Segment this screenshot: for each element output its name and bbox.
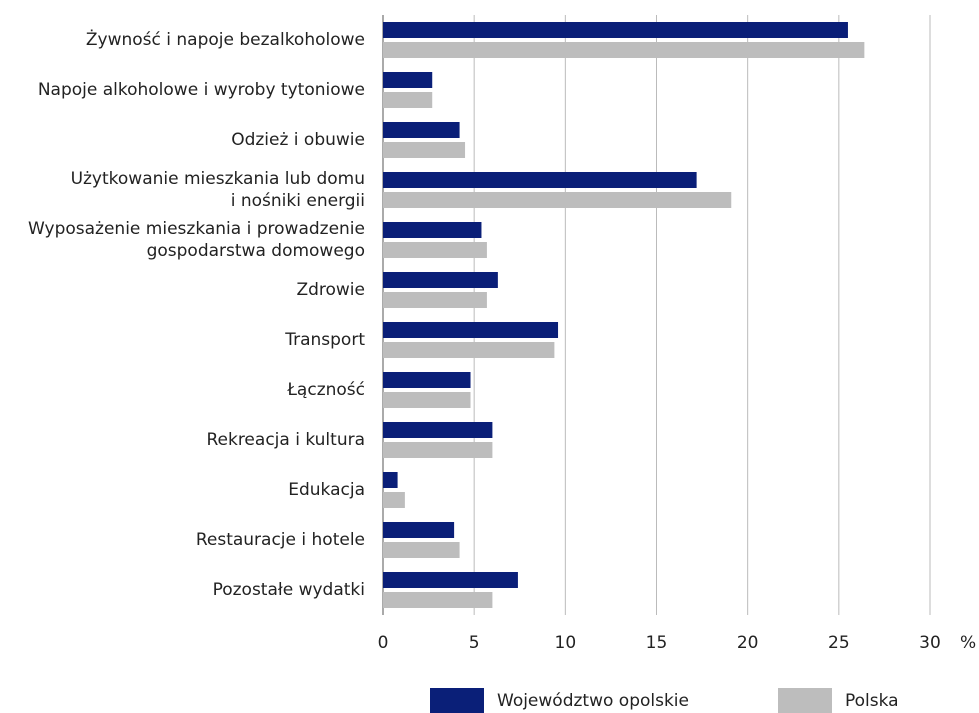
bar xyxy=(383,72,433,88)
y-tick-label: Rekreacja i kultura xyxy=(206,430,365,450)
bar xyxy=(383,42,865,58)
legend-swatch xyxy=(430,688,484,713)
y-tick-label: Wyposażenie mieszkania i prowadzenie gosp… xyxy=(28,219,365,261)
bar xyxy=(383,572,518,588)
x-axis-unit: % xyxy=(960,633,976,653)
y-tick-label: Edukacja xyxy=(288,480,365,500)
legend-label: Polska xyxy=(845,691,899,711)
bar xyxy=(383,492,405,508)
y-tick-label: Pozostałe wydatki xyxy=(213,580,365,600)
y-tick-label: Żywność i napoje bezalkoholowe xyxy=(86,29,365,50)
bar xyxy=(383,122,460,138)
bar xyxy=(383,542,460,558)
y-tick-label: Zdrowie xyxy=(296,280,365,300)
x-tick-label: 0 xyxy=(378,633,389,653)
bar xyxy=(383,372,471,388)
bar xyxy=(383,222,482,238)
x-tick-label: 25 xyxy=(828,633,850,653)
x-tick-label: 15 xyxy=(646,633,668,653)
bar xyxy=(383,242,487,258)
bar xyxy=(383,472,398,488)
x-tick-label: 20 xyxy=(737,633,759,653)
x-tick-label: 5 xyxy=(469,633,480,653)
bar xyxy=(383,292,487,308)
bar xyxy=(383,142,466,158)
x-tick-label: 30 xyxy=(919,633,941,653)
bar xyxy=(383,192,732,208)
bar xyxy=(383,92,433,108)
y-tick-label: Restauracje i hotele xyxy=(196,530,365,550)
bar xyxy=(383,172,697,188)
bar xyxy=(383,392,471,408)
y-tick-label: Transport xyxy=(284,330,365,350)
y-tick-label: Odzież i obuwie xyxy=(231,130,365,150)
bar xyxy=(383,342,555,358)
y-tick-label: Łączność xyxy=(286,380,365,400)
x-tick-label: 10 xyxy=(555,633,577,653)
bar xyxy=(383,592,493,608)
bar xyxy=(383,442,493,458)
legend-label: Województwo opolskie xyxy=(497,691,689,711)
bar xyxy=(383,522,455,538)
bar xyxy=(383,272,498,288)
bar xyxy=(383,322,559,338)
bar xyxy=(383,22,848,38)
bar xyxy=(383,422,493,438)
y-tick-label: Użytkowanie mieszkania lub domu i nośniki… xyxy=(71,169,365,211)
legend-swatch xyxy=(778,688,832,713)
y-tick-label: Napoje alkoholowe i wyroby tytoniowe xyxy=(38,80,365,100)
